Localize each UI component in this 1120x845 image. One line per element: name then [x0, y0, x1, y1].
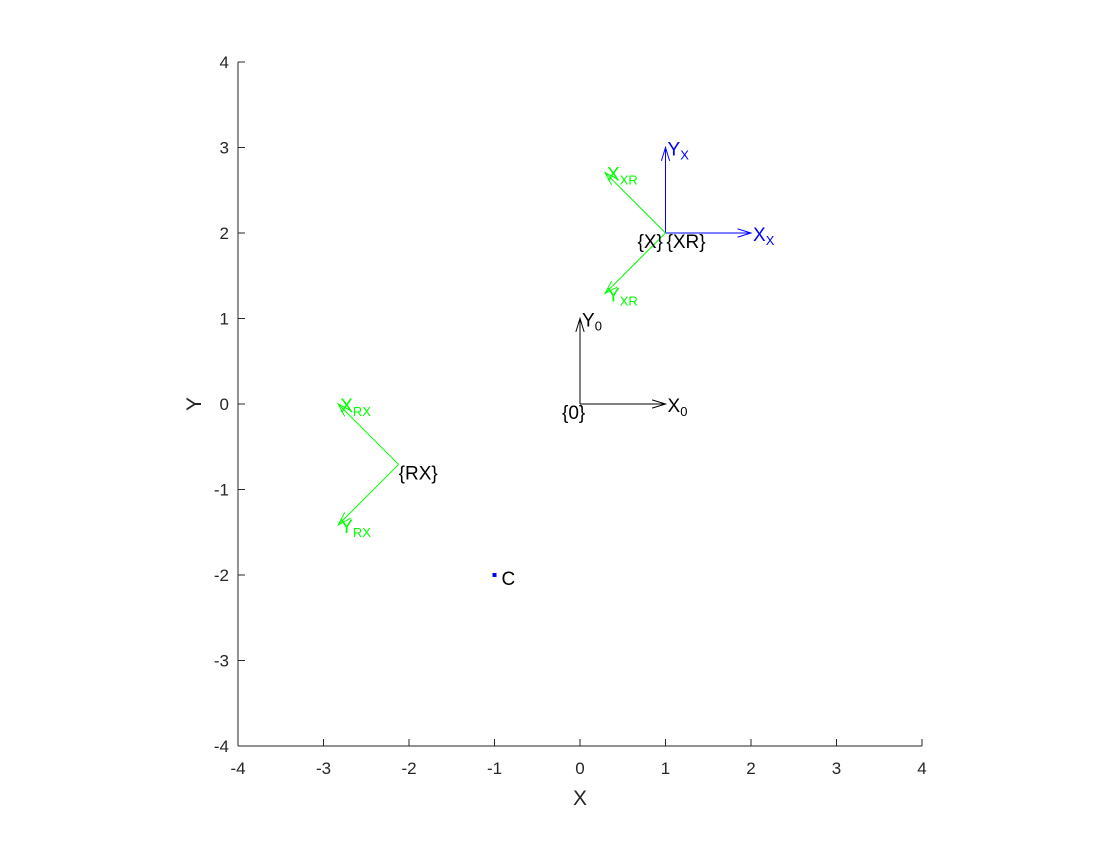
frame-arrowhead: [660, 145, 671, 162]
y-tick-label: 1: [220, 310, 229, 329]
y-tick-label: 0: [220, 395, 229, 414]
frame-axis-arrow: [337, 403, 400, 465]
x-tick-label: 2: [746, 759, 755, 778]
frame-axis-label: YRX: [340, 517, 371, 540]
x-axis-title: X: [573, 787, 587, 810]
frame-0: X0 Y0: [575, 311, 688, 419]
frame-axis-label: X0: [668, 396, 688, 419]
frame-arrowhead: [737, 228, 753, 238]
frame-axis-label: XRX: [340, 396, 371, 419]
x-tick-label: -2: [401, 759, 416, 778]
y-tick-label: -1: [214, 481, 229, 500]
x-tick-label: -4: [230, 759, 245, 778]
frame-axis-arrow: [604, 172, 666, 234]
x-tick-label: 4: [917, 759, 926, 778]
frames: X0 Y0 XX YX XXR YXR XRX YRX {0} {X} {XR} {RX}: [337, 140, 775, 540]
frame-arrowhead: [337, 512, 351, 527]
point-label: C: [502, 569, 516, 590]
x-tick-label: -1: [487, 759, 502, 778]
x-ticks: -4 -3 -2 -1 0 1 2 3 4: [230, 739, 927, 778]
frame-2: XXR YXR: [603, 165, 666, 308]
frame-origin-label: {XR}: [667, 232, 706, 253]
frame-arrowhead: [651, 399, 668, 409]
y-tick-label: -2: [214, 566, 229, 585]
frame-axis-arrow: [604, 232, 666, 294]
frame-axis-arrow: [337, 464, 400, 526]
frame-arrowhead: [603, 280, 618, 295]
frame-arrowhead: [337, 402, 351, 417]
frame-axis-label: YXR: [607, 285, 638, 308]
frame-arrowhead: [603, 171, 618, 186]
frame-3: XRX YRX: [337, 396, 400, 540]
y-tick-label: 3: [220, 139, 229, 158]
frame-axis-label: Y0: [582, 311, 602, 334]
y-ticks: -4 -3 -2 -1 0 1 2 3 4: [214, 53, 245, 756]
points: C: [492, 569, 516, 590]
x-tick-label: 3: [832, 759, 841, 778]
y-axis-title: Y: [183, 397, 206, 411]
y-tick-label: -4: [214, 737, 229, 756]
frame-origin-label: {0}: [562, 403, 585, 424]
frame-origin-label: {RX}: [399, 463, 438, 484]
x-tick-label: -3: [316, 759, 331, 778]
y-tick-label: 4: [220, 53, 229, 72]
x-tick-label: 0: [575, 759, 584, 778]
frame-axis-label: YX: [668, 140, 690, 163]
point-marker: [492, 573, 497, 577]
frame-1: XX YX: [660, 140, 775, 248]
x-tick-label: 1: [661, 759, 670, 778]
frame-axis-label: XXR: [607, 165, 638, 188]
frame-axis-label: XX: [753, 225, 775, 248]
y-tick-label: 2: [220, 224, 229, 243]
frame-origin-label: {X}: [638, 232, 663, 253]
axes: -4 -3 -2 -1 0 1 2 3 4 -4 -3 -2 -1 0 1 2 3 4 X Y: [183, 53, 927, 810]
y-tick-label: -3: [214, 652, 229, 671]
frame-arrowhead: [575, 316, 585, 333]
